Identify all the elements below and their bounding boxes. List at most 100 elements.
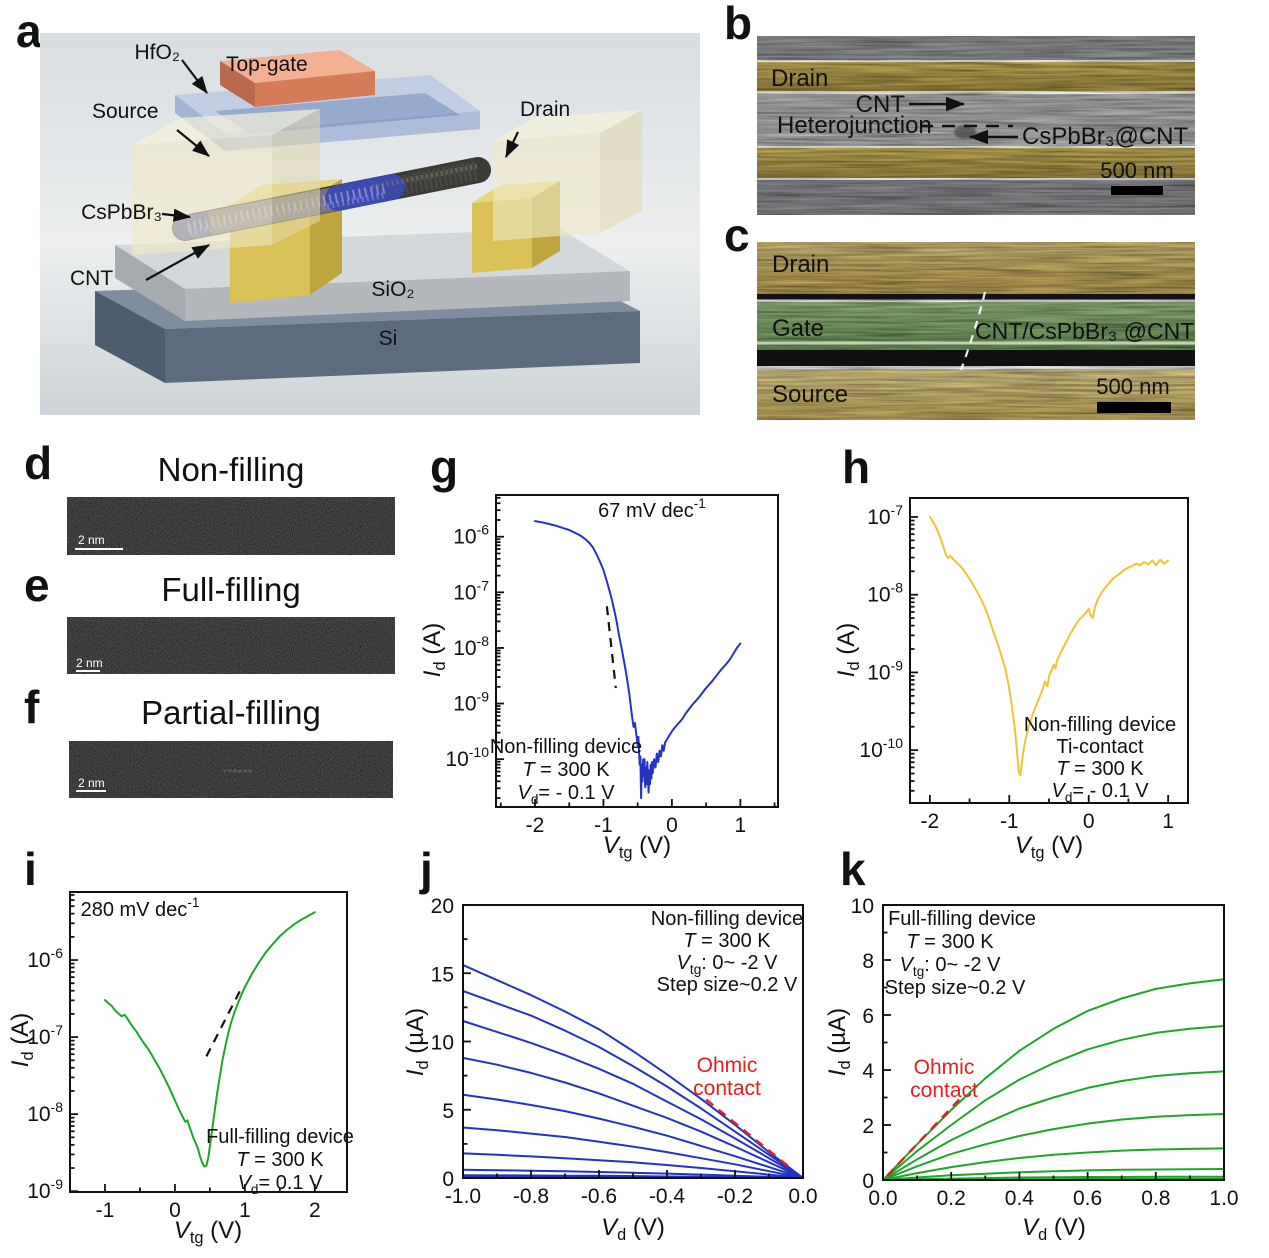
y-tick-label: 2	[862, 1115, 874, 1138]
cnt-arrow	[145, 244, 210, 281]
x-tick-label: 0	[169, 1199, 181, 1222]
panel-letter-g: g	[430, 441, 459, 493]
panel-f-title: Partial-filling	[141, 694, 321, 731]
x-tick-label: -1	[1000, 810, 1019, 833]
hfo2-arrow	[181, 59, 208, 94]
x-tick-label: -0.6	[581, 1185, 617, 1208]
y-tick-label: 10-8	[867, 580, 903, 607]
panel-d-tem: 2 nm	[67, 497, 395, 555]
drain-arrow	[505, 131, 520, 158]
sem-c-gate-label: Gate	[772, 315, 824, 342]
panel-b-sem: Drain CNT Heterojunction CsPbBr₃@CNT 500…	[757, 36, 1195, 215]
x-tick-label: 2	[309, 1199, 321, 1222]
x-axis-title-g: Vtg (V)	[603, 832, 671, 862]
annotation-k-1: T = 300 K	[906, 931, 994, 953]
y-tick-label: 10-6	[27, 945, 63, 972]
x-tick-label: 0.0	[788, 1185, 817, 1208]
sem-c-scale-text: 500 nm	[1096, 374, 1169, 399]
sem-b-scale-bar	[1111, 186, 1163, 195]
series-k-0	[882, 978, 1225, 1181]
sem-image-b: Drain CNT Heterojunction CsPbBr₃@CNT 500…	[757, 36, 1195, 215]
y-tick-label: 10-7	[867, 502, 903, 529]
x-axis-title-h: Vtg (V)	[1015, 832, 1083, 862]
label-topgate: Top-gate	[226, 53, 308, 76]
panel-letter-e: e	[24, 559, 50, 611]
y-tick-label: 10-10	[445, 744, 489, 771]
guide-i-0	[205, 984, 244, 1057]
series-k-5	[882, 1168, 1225, 1181]
top-gate-block	[220, 50, 375, 107]
y-axis-title-i: Id (A)	[7, 1013, 37, 1067]
annotation-i-3: Vd= 0.1 V	[238, 1172, 324, 1197]
label-drain: Drain	[520, 98, 571, 121]
annotation-i-1: Full-filling device	[206, 1126, 354, 1148]
axis-ticks-h	[910, 516, 1170, 803]
series-k-3	[882, 1113, 1225, 1181]
series-j-3	[462, 1056, 804, 1179]
x-tick-label: -0.8	[513, 1185, 549, 1208]
series-i-0	[104, 911, 316, 1168]
y-tick-label: 10	[851, 895, 874, 918]
x-tick-label: 0	[666, 814, 678, 837]
x-tick-label: 1	[239, 1199, 251, 1222]
chart-j: -1.0 -0.8 -0.6 -0.4 -0.2 0.0 0 5 10 15 20 Vd (V) Id …	[402, 895, 818, 1244]
annotation-g-1: Non-filling device	[490, 736, 642, 758]
sem-c-source-label: Source	[772, 381, 848, 408]
y-tick-label: 10-9	[27, 1176, 63, 1203]
panel-letter-c: c	[724, 209, 750, 261]
annotation-j-5: contact	[693, 1077, 761, 1100]
annotation-h-1: Ti-contact	[1056, 736, 1144, 758]
x-tick-label: -1.0	[445, 1185, 481, 1208]
y-tick-label: 15	[431, 963, 454, 986]
annotation-j-0: Non-filling device	[651, 908, 803, 930]
cspbbr3-arrow	[161, 208, 192, 222]
y-tick-label: 10-10	[859, 735, 903, 762]
chart-h: -2 -1 0 1 10-7 10-8 10-9 10-10 Vtg (V) Id (A) Non-…	[833, 497, 1189, 862]
y-tick-label: 10-7	[27, 1022, 63, 1049]
x-tick-label: 0.4	[1005, 1187, 1035, 1210]
sem-c-drain-label: Drain	[772, 251, 829, 278]
y-tick-label: 5	[442, 1100, 454, 1123]
panel-c-sem: Drain Gate CNT/CsPbBr₃ @CNT Source 500 n…	[757, 242, 1195, 420]
annotation-j-1: T = 300 K	[683, 930, 771, 952]
annotation-g-0: 67 mV dec-1	[598, 496, 706, 522]
panel-letter-j: j	[420, 843, 433, 895]
source-electrode-band	[757, 148, 1195, 180]
series-j-5	[462, 1126, 804, 1179]
series-j-2	[462, 1020, 804, 1179]
sem-b-heterojunction-label: Heterojunction	[777, 112, 932, 139]
annotation-k-4: Ohmic	[914, 1056, 975, 1079]
series-j-1	[462, 990, 804, 1179]
plot-frame-h	[909, 497, 1189, 804]
annotation-k-5: contact	[910, 1079, 978, 1102]
y-tick-label: 10-9	[453, 689, 489, 716]
axis-ticks-k	[882, 904, 1225, 1181]
guide-g-0	[605, 606, 617, 689]
panel-a-schematic	[40, 33, 700, 415]
y-tick-label: 10-7	[453, 577, 489, 604]
x-axis-title-i: Vtg (V)	[174, 1217, 242, 1247]
tem-image-full-filling: 2 nm	[67, 617, 395, 674]
sem-b-drain-label: Drain	[771, 65, 828, 92]
annotation-k-3: Step size~0.2 V	[885, 977, 1026, 999]
source-contact	[132, 109, 320, 255]
y-tick-label: 10	[431, 1032, 454, 1055]
annotation-k-2: Vtg: 0~ -2 V	[900, 954, 1002, 979]
y-tick-label: 10-8	[453, 633, 489, 660]
axis-ticks-i	[69, 894, 316, 1193]
panel-letter-i: i	[24, 843, 37, 895]
x-tick-label: 1.0	[1209, 1187, 1238, 1210]
y-tick-label: 10-8	[27, 1099, 63, 1126]
label-si: Si	[378, 327, 398, 350]
buried-cnt-dashed-line	[959, 291, 987, 371]
tem-d-scale-text: 2 nm	[78, 533, 105, 547]
series-j-0	[462, 964, 804, 1179]
annotation-j-2: Vtg: 0~ -2 V	[677, 952, 779, 977]
sem-c-channel-label: CNT/CsPbBr₃ @CNT	[975, 318, 1194, 344]
tem-image-partial-filling: 2 nm	[69, 741, 393, 798]
y-axis-title-j: Id (µA)	[402, 1008, 432, 1076]
x-axis-title-j: Vd (V)	[601, 1214, 665, 1244]
annotation-h-3: Vd= - 0.1 V	[1051, 780, 1149, 805]
y-tick-label: 10-6	[453, 522, 489, 549]
